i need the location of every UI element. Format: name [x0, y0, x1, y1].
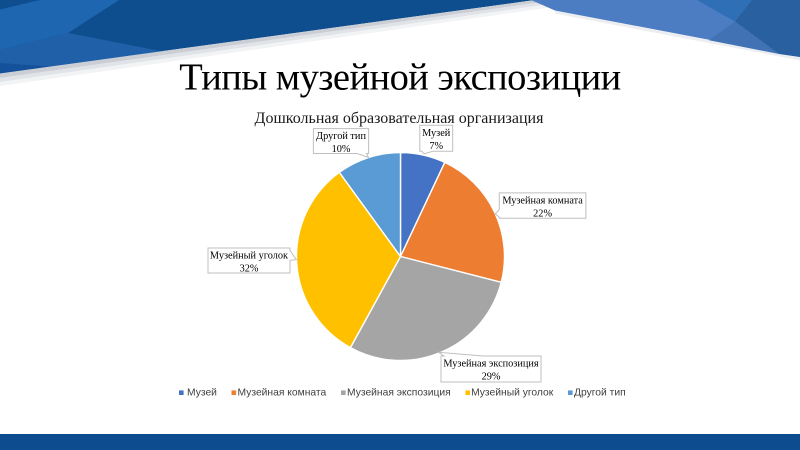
svg-text:Музей: Музей [187, 387, 217, 398]
svg-text:Дошкольная образовательная орг: Дошкольная образовательная организация [255, 110, 545, 127]
svg-text:Музейная комната: Музейная комната [502, 195, 583, 206]
svg-text:10%: 10% [332, 144, 351, 155]
svg-text:32%: 32% [240, 264, 259, 275]
svg-text:7%: 7% [429, 141, 443, 152]
svg-text:Музейная экспозиция: Музейная экспозиция [443, 359, 539, 370]
svg-text:Музейный уголок: Музейный уголок [210, 251, 289, 262]
svg-text:22%: 22% [533, 208, 552, 219]
svg-text:29%: 29% [482, 372, 501, 383]
svg-text:Музейный уголок: Музейный уголок [471, 387, 554, 398]
svg-text:Другой тип: Другой тип [316, 131, 366, 142]
svg-text:Музейная экспозиция: Музейная экспозиция [347, 387, 451, 398]
svg-text:Типы музейной экспозиции: Типы музейной экспозиции [179, 57, 621, 99]
svg-text:Музейная комната: Музейная комната [238, 387, 327, 398]
svg-text:Другой тип: Другой тип [574, 387, 626, 398]
svg-text:Музей: Музей [422, 128, 451, 139]
